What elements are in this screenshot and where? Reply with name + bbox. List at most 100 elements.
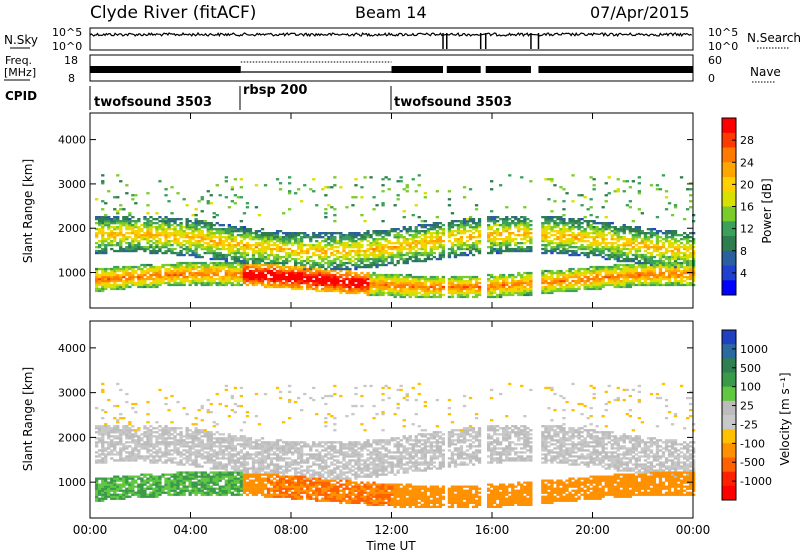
- power-cell: [429, 242, 433, 245]
- power-cell: [562, 247, 566, 251]
- power-cell: [104, 283, 108, 287]
- power-cell: [655, 236, 660, 239]
- power-cell: [134, 265, 138, 269]
- power-cell: [95, 269, 99, 273]
- power-cell: [303, 275, 307, 279]
- power-cell: [242, 261, 247, 265]
- power-cell: [137, 218, 141, 221]
- power-cell: [562, 285, 566, 289]
- power-cell: [583, 247, 587, 251]
- power-cell: [601, 251, 605, 255]
- power-cell: [179, 228, 183, 231]
- power-cell: [194, 247, 198, 251]
- power-cell: [505, 287, 509, 291]
- power-cell: [583, 196, 587, 199]
- power-cell: [312, 236, 316, 239]
- power-cell: [107, 279, 111, 283]
- power-cell: [643, 283, 648, 287]
- power-cell: [683, 251, 687, 255]
- power-cell: [628, 200, 632, 203]
- power-cell: [221, 246, 225, 249]
- power-cell: [610, 251, 614, 255]
- velocity-cell: [119, 447, 123, 450]
- power-cell: [598, 230, 602, 233]
- power-cell: [646, 228, 651, 231]
- velocity-cell: [104, 441, 108, 444]
- power-cell: [384, 273, 388, 277]
- power-cell: [628, 267, 632, 271]
- power-cell: [339, 291, 343, 295]
- power-cell: [583, 281, 587, 285]
- power-cell: [300, 277, 304, 281]
- power-cell: [239, 186, 243, 189]
- power-cell: [176, 232, 180, 235]
- power-cell: [191, 251, 195, 255]
- power-cell: [625, 247, 629, 251]
- power-cell: [339, 283, 343, 287]
- power-cell: [601, 255, 605, 259]
- power-cell: [499, 247, 503, 251]
- power-cell: [405, 230, 409, 233]
- power-cell: [113, 275, 117, 279]
- power-cell: [164, 249, 168, 253]
- power-cell: [423, 281, 427, 285]
- power-cell: [113, 220, 117, 223]
- power-cell: [110, 234, 114, 237]
- power-cell: [655, 259, 660, 263]
- power-cell: [291, 238, 295, 241]
- power-cell: [474, 228, 479, 231]
- power-cell: [227, 246, 231, 249]
- power-cell: [505, 291, 509, 295]
- power-cell: [185, 275, 189, 279]
- power-cell: [330, 253, 334, 257]
- power-cell: [655, 275, 660, 279]
- power-cell: [122, 275, 126, 279]
- power-cell: [257, 247, 262, 251]
- power-cell: [230, 271, 234, 275]
- power-cell: [384, 275, 388, 279]
- power-cell: [230, 188, 234, 191]
- power-cell: [378, 275, 382, 279]
- power-cell: [363, 279, 367, 283]
- power-cell: [306, 251, 310, 255]
- power-cell: [197, 269, 201, 273]
- power-cell: [396, 194, 400, 197]
- power-cell: [589, 283, 593, 287]
- power-cell: [559, 220, 563, 223]
- power-cell: [652, 281, 657, 285]
- freq-left-tick-high: 18: [64, 54, 78, 67]
- power-cell: [541, 287, 545, 291]
- power-cell: [324, 251, 328, 255]
- power-cell: [405, 283, 409, 287]
- power-cell: [526, 291, 530, 295]
- power-cell: [122, 281, 126, 285]
- power-cell: [182, 281, 186, 285]
- power-cell: [601, 265, 605, 269]
- power-cell: [263, 285, 268, 289]
- power-cell: [357, 255, 361, 259]
- power-cell: [330, 236, 334, 239]
- power-cell: [568, 287, 572, 291]
- power-cell: [236, 251, 240, 255]
- power-cell: [664, 190, 669, 193]
- power-cell: [203, 242, 207, 245]
- power-cell: [683, 269, 687, 273]
- power-cell: [616, 234, 620, 237]
- power-cell: [589, 285, 593, 289]
- power-cell: [113, 228, 117, 231]
- power-cell: [471, 295, 476, 299]
- power-cell: [306, 277, 310, 281]
- power-cell: [330, 287, 334, 291]
- power-cell: [661, 232, 666, 235]
- power-cell: [411, 236, 415, 239]
- velocity-cell: [116, 404, 120, 408]
- power-cell: [568, 271, 572, 275]
- power-cell: [342, 249, 346, 253]
- power-cell: [541, 273, 545, 277]
- power-cell: [664, 269, 669, 273]
- power-cell: [191, 236, 195, 239]
- power-cell: [378, 263, 382, 267]
- power-cell: [333, 176, 337, 179]
- power-cell: [670, 249, 675, 253]
- power-cell: [411, 240, 415, 243]
